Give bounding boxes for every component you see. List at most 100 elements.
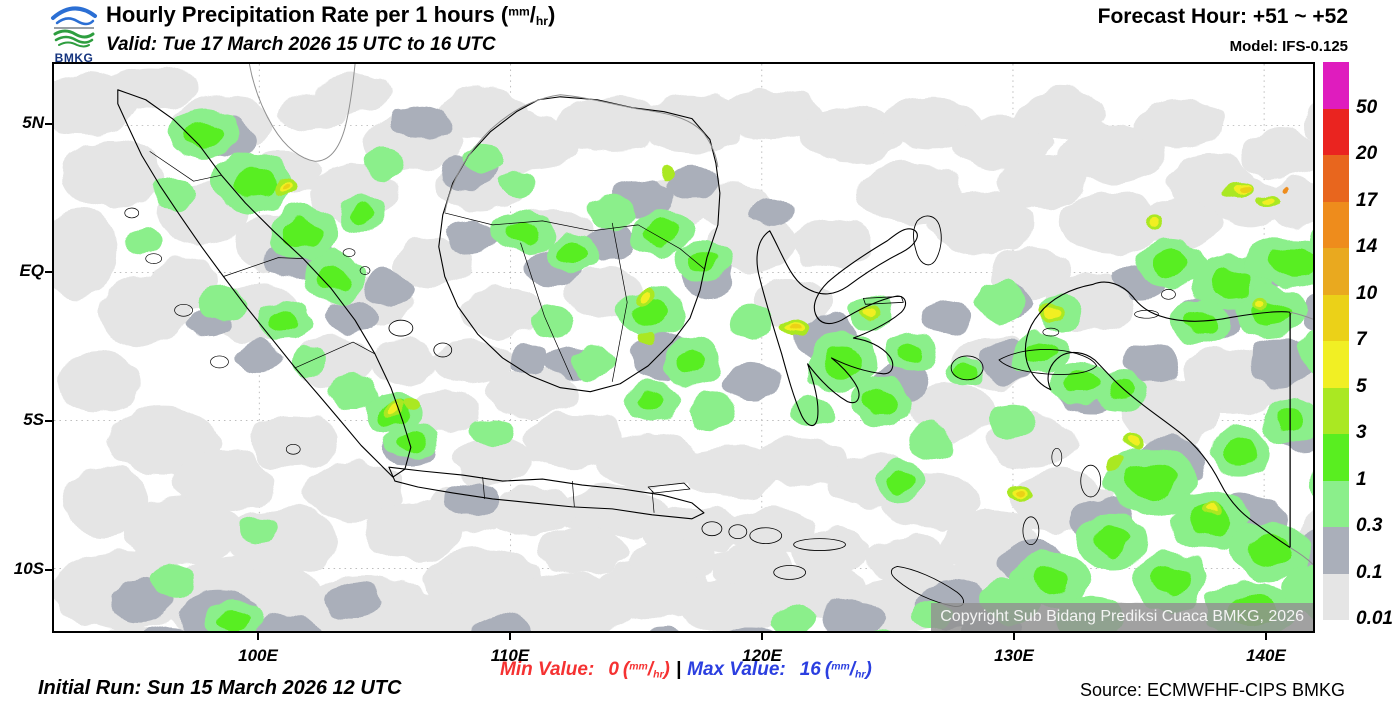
precip-blob-level-2	[151, 177, 196, 209]
precip-blob-level-5	[1041, 309, 1056, 320]
coastline-tanimbar	[1022, 516, 1040, 546]
precip-blob-level-3	[1125, 463, 1176, 499]
precip-blob-level-2	[769, 605, 814, 631]
legend-label: 3	[1356, 422, 1367, 443]
precip-blob-level-1	[1122, 342, 1179, 382]
precip-blob-level-1	[730, 626, 774, 631]
precip-blob-level-0	[58, 466, 149, 536]
precip-blob-level-0	[711, 543, 792, 588]
precip-blob-level-0	[1015, 88, 1106, 139]
lon-tick	[1013, 633, 1015, 640]
border-kalimantan-1	[520, 242, 573, 380]
model-label: Model: IFS-0.125	[1229, 38, 1348, 55]
min-unit: (mm/hr)	[622, 659, 670, 681]
precip-blob-level-5	[1125, 436, 1138, 447]
precip-blob-level-2	[686, 391, 737, 432]
bmkg-logo-graphic	[51, 6, 97, 48]
title-block: Hourly Precipitation Rate per 1 hours (m…	[106, 2, 555, 56]
precip-blob-level-3	[349, 203, 377, 223]
precip-blob-level-0	[56, 351, 141, 412]
precip-blob-level-3	[1208, 267, 1253, 298]
max-value-label: Max Value:	[687, 659, 786, 680]
precip-blob-level-0	[756, 436, 847, 487]
precip-blob-level-5	[387, 402, 398, 411]
precip-blob-level-0	[866, 536, 957, 585]
precip-blob-level-3	[1188, 504, 1233, 537]
legend-label: 0.01	[1356, 608, 1393, 629]
legend-label: 0.1	[1356, 561, 1383, 583]
legend-swatch	[1323, 201, 1349, 248]
border-kalimantan-2	[611, 222, 628, 382]
precip-blob-level-3	[646, 220, 679, 245]
precip-blob-level-2	[989, 403, 1033, 440]
initial-run-label: Initial Run: Sun 15 March 2026 12 UTC	[38, 677, 402, 699]
max-unit: (mm/hr)	[824, 659, 872, 681]
precip-blob-level-0	[490, 487, 575, 535]
precip-blob-level-0	[751, 277, 832, 328]
legend-swatch	[1323, 62, 1349, 109]
coastline-biak	[1161, 289, 1176, 300]
coastline-pagai	[210, 355, 229, 369]
precip-blob-level-3	[317, 264, 350, 291]
coastline-misool	[1042, 327, 1060, 337]
lon-label: 130E	[994, 646, 1034, 665]
precip-blob-level-7	[1282, 186, 1289, 193]
coastline-sumbawa	[749, 527, 783, 545]
legend-label: 14	[1356, 236, 1378, 257]
precip-blob-level-5	[1256, 298, 1267, 307]
coastline-flores	[793, 538, 846, 551]
precip-blob-level-1	[819, 598, 884, 631]
precip-blob-level-2	[570, 346, 615, 378]
precip-blob-level-0	[482, 115, 583, 172]
precip-blob-level-1	[325, 582, 381, 619]
lon-label: 140E	[1246, 646, 1286, 665]
coastline-kai	[1051, 447, 1063, 467]
color-scale-bar	[1323, 62, 1349, 620]
precip-blob-level-6	[1240, 187, 1253, 194]
precip-blob-level-1	[647, 629, 677, 631]
precip-blob-level-3	[1064, 369, 1097, 394]
bmkg-logo: BMKG	[46, 2, 102, 64]
coastline-bali	[701, 521, 723, 537]
lon-label: 110E	[490, 646, 530, 665]
precip-blob-level-0	[404, 389, 481, 434]
precip-blob-level-0	[278, 93, 349, 134]
precip-blob-level-3	[898, 342, 925, 362]
lon-tick	[509, 633, 511, 640]
coastline-yapen	[1134, 309, 1159, 319]
coastlines-foreign	[248, 64, 1313, 565]
precip-blob-level-2	[470, 415, 515, 448]
lat-label: 10S	[13, 559, 44, 578]
precip-blob-level-2	[1310, 465, 1313, 497]
precip-blob-level-3	[283, 217, 324, 248]
precip-blob-level-2	[791, 395, 832, 428]
legend-label: 5	[1356, 375, 1367, 397]
precip-blob-level-2	[1310, 234, 1313, 252]
precip-blob-level-3	[1148, 564, 1193, 597]
lon-label: 100E	[238, 646, 278, 665]
precip-blob-level-3	[397, 430, 428, 453]
precip-blob-level-3	[185, 120, 222, 147]
precip-blob-level-0	[1140, 198, 1221, 248]
legend-label: 7	[1356, 329, 1367, 350]
precip-blob-level-2	[499, 170, 536, 197]
precip-blob-level-0	[522, 413, 623, 470]
precip-blob-level-5	[1150, 218, 1161, 227]
precip-blob-level-2	[909, 423, 954, 460]
precip-blob-level-0	[597, 433, 707, 490]
precip-blob-level-1	[444, 481, 497, 517]
precip-blob-level-0	[63, 138, 164, 208]
border-java-3	[651, 490, 655, 513]
precip-blob-level-0	[682, 445, 782, 497]
precip-blob-level-3	[687, 252, 716, 273]
precip-blob-level-2	[587, 195, 638, 231]
precip-blob-level-0	[931, 191, 1031, 255]
legend-swatch	[1323, 294, 1349, 341]
precip-blob-level-2	[1300, 331, 1313, 373]
precip-blob-level-0	[706, 214, 797, 271]
coastline-bangka	[388, 319, 414, 337]
precip-blob-level-6	[282, 183, 291, 190]
precip-blob-level-2	[238, 516, 279, 545]
precip-blob-level-3	[1185, 311, 1216, 334]
precip-blob-level-5	[866, 308, 877, 317]
